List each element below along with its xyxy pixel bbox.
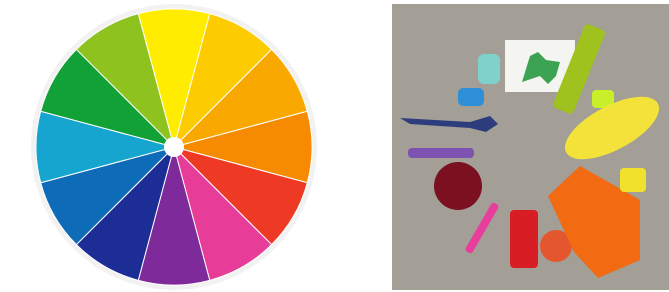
soda-can — [510, 210, 538, 268]
page: (() => { const svg = document.getElement… — [0, 0, 669, 292]
stapler — [458, 88, 484, 106]
scene — [0, 0, 669, 292]
marker — [408, 148, 474, 158]
wheel-hub — [164, 137, 184, 157]
sharpener — [478, 54, 500, 84]
tape-measure — [620, 168, 646, 192]
color-wheel — [31, 4, 317, 290]
photo — [392, 4, 669, 290]
onion — [434, 162, 482, 210]
